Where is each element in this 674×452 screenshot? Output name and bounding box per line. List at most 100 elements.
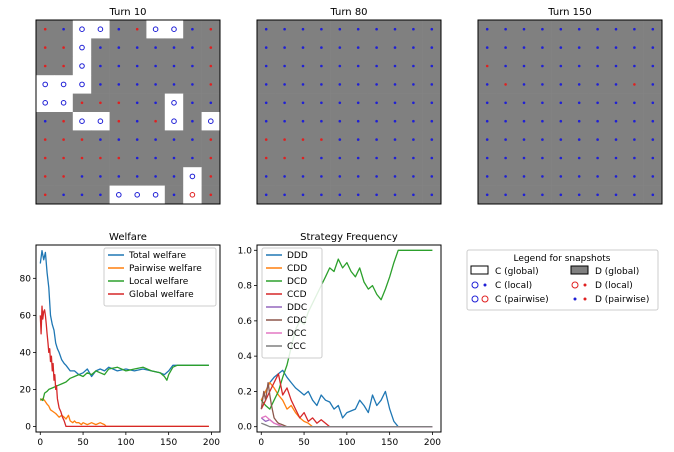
agent-marker [152,26,159,33]
agent-marker [651,156,655,160]
agent-marker [301,138,305,141]
agent-marker [522,138,526,141]
agent-marker [301,193,305,197]
series-line [260,249,433,410]
agent-marker [191,156,194,160]
agent-marker [614,46,618,49]
agent-marker [283,64,286,68]
agent-marker [320,46,323,49]
agent-marker [191,119,194,123]
agent-marker [559,193,563,197]
plot-frame [256,244,442,433]
agent-marker [430,101,434,105]
agent-marker [209,83,213,86]
agent-marker [614,156,618,160]
agent-marker [430,83,434,86]
agent-marker [504,119,507,123]
agent-marker [80,156,84,160]
agent-marker [152,192,159,198]
agent-marker [191,138,194,141]
agent-marker [485,83,489,86]
agent-marker [393,101,397,105]
agent-marker [633,101,636,105]
legend-label: DCD [287,277,307,287]
agent-marker [633,175,636,178]
series-line [260,369,433,428]
plot-frame [35,244,221,433]
agent-marker [80,193,84,197]
y-tick-label: 0.4 [238,352,253,362]
agent-marker [596,156,599,160]
snapshot-panel: Turn 10 [35,7,221,205]
agent-marker [651,46,655,49]
agent-marker [264,119,268,123]
x-tick-label: 150 [160,438,177,448]
series-legend-frame [261,247,323,359]
agent-marker [522,175,526,178]
agent-marker [301,156,305,160]
agent-marker [191,83,194,86]
agent-marker [99,64,102,68]
c-pairwise-open-blue-icon [471,295,479,303]
agent-marker [412,83,415,86]
agent-marker [375,193,378,197]
agent-marker [651,193,655,197]
agent-marker [209,46,213,49]
agent-marker [134,192,140,198]
agent-marker [541,193,544,197]
agent-marker [356,101,360,105]
agent-marker [596,193,599,197]
agent-marker [79,118,85,124]
agent-marker [504,83,507,86]
agent-marker [264,46,268,49]
agent-marker [504,175,507,178]
agent-marker [559,27,563,31]
agent-marker [301,83,305,86]
y-tick-label: 0.0 [238,423,253,433]
agent-marker [485,193,489,197]
agent-marker [172,83,176,86]
agent-marker [596,101,599,105]
d-global-swatch-icon [570,265,589,275]
agent-marker [504,27,507,31]
agent-marker [504,64,507,68]
agent-marker [62,46,65,49]
agent-marker [614,193,618,197]
legend-label: DDD [287,251,308,261]
cell-cooperate [146,185,166,205]
agent-marker [42,100,49,106]
series-line [39,305,209,428]
snapshot-panel: Turn 80 [256,7,442,205]
agent-marker [393,27,397,31]
agent-marker [485,64,489,68]
agent-marker [541,46,544,49]
cell-cooperate [201,112,221,131]
agent-marker [338,83,342,86]
cell-cooperate [54,93,74,113]
agent-marker [559,46,563,49]
agent-marker [375,156,378,160]
c-pairwise-label: C (pairwise) [495,295,549,305]
agent-marker [191,46,194,49]
d-pairwise-label: D (pairwise) [595,295,649,305]
agent-marker [596,119,599,123]
cell-cooperate [164,93,184,113]
agent-marker [393,83,397,86]
agent-marker [117,27,121,31]
agent-marker [485,175,489,178]
cell-cooperate [91,20,110,39]
agent-marker [171,118,177,124]
agent-marker [614,175,618,178]
legend-label: DDC [287,303,307,313]
agent-marker [356,119,360,123]
agent-marker [135,46,139,49]
agent-marker [154,175,157,178]
cell-cooperate [164,20,184,39]
agent-marker [320,64,323,68]
agent-marker [412,193,415,197]
agent-marker [172,46,176,49]
agent-marker [338,27,342,31]
agent-marker [633,138,636,141]
agent-marker [541,138,544,141]
agent-marker [189,192,196,198]
